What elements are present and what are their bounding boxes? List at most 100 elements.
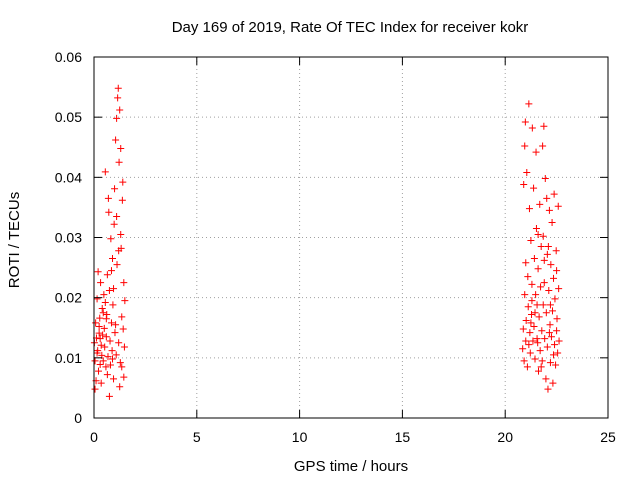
data-point — [543, 343, 551, 351]
data-point — [111, 329, 119, 337]
data-point — [105, 392, 113, 400]
data-point — [552, 361, 560, 369]
data-point — [519, 345, 527, 353]
data-point — [540, 279, 548, 287]
data-point — [530, 323, 538, 331]
data-point — [543, 250, 551, 258]
data-point — [524, 303, 532, 311]
data-point — [100, 291, 108, 299]
data-point — [546, 359, 554, 367]
data-point — [96, 360, 104, 368]
data-point — [535, 313, 543, 321]
data-point — [539, 142, 547, 150]
data-point — [544, 385, 552, 393]
data-point — [521, 118, 529, 126]
data-point — [120, 279, 128, 287]
y-tick-label: 0.04 — [55, 169, 82, 185]
data-point — [114, 94, 122, 102]
data-point — [91, 385, 99, 393]
data-point — [523, 169, 531, 177]
data-point — [538, 327, 546, 335]
data-point — [109, 255, 117, 263]
data-point — [554, 202, 562, 210]
data-point — [113, 114, 121, 122]
data-point — [99, 331, 107, 339]
data-point — [119, 325, 127, 333]
data-point — [105, 286, 113, 294]
data-point — [530, 184, 538, 192]
data-point — [111, 185, 119, 193]
data-point — [524, 273, 532, 281]
data-point — [534, 339, 542, 347]
data-point — [555, 285, 563, 293]
data-point — [102, 333, 110, 341]
data-point — [103, 271, 111, 279]
data-point — [534, 230, 542, 238]
data-point — [117, 230, 125, 238]
data-point — [96, 335, 104, 343]
data-point — [530, 255, 538, 263]
data-point — [526, 329, 534, 337]
data-point — [91, 357, 99, 365]
data-points — [90, 84, 563, 400]
data-point — [522, 317, 530, 325]
data-point — [96, 314, 104, 322]
data-point — [535, 367, 543, 375]
data-point — [115, 247, 123, 255]
data-point — [541, 175, 549, 183]
data-point — [528, 280, 536, 288]
data-point — [521, 142, 529, 150]
data-point — [97, 341, 105, 349]
data-point — [528, 124, 536, 132]
data-point — [543, 194, 551, 202]
grid-lines — [94, 57, 608, 418]
data-point — [520, 181, 528, 189]
data-point — [528, 311, 536, 319]
data-point — [549, 379, 557, 387]
data-point — [99, 309, 107, 317]
data-point — [545, 206, 553, 214]
y-tick-label: 0.01 — [55, 350, 82, 366]
data-point — [115, 339, 123, 347]
data-point — [522, 337, 530, 345]
data-point — [527, 319, 535, 327]
data-point — [532, 224, 540, 232]
data-point — [105, 208, 113, 216]
y-tick-label: 0 — [74, 410, 82, 426]
data-point — [99, 357, 107, 365]
axis-ticks: 0 0.01 0.02 0.03 0.04 0.05 0.06 0 5 10 15 20 25 — [55, 49, 616, 445]
data-point — [107, 235, 115, 243]
data-point — [103, 371, 111, 379]
data-point — [102, 315, 110, 323]
chart-title: Day 169 of 2019, Rate Of TEC Index for r… — [172, 19, 529, 36]
data-point — [520, 357, 528, 365]
data-point — [525, 341, 533, 349]
data-point — [98, 304, 106, 312]
data-point — [106, 337, 114, 345]
data-point — [101, 168, 109, 176]
data-point — [107, 267, 115, 275]
data-point — [536, 200, 544, 208]
data-point — [95, 367, 103, 375]
data-point — [110, 220, 118, 228]
data-point — [525, 100, 533, 108]
data-point — [97, 379, 105, 387]
x-tick-label: 25 — [600, 429, 616, 445]
data-point — [93, 349, 101, 357]
data-point — [529, 337, 537, 345]
data-point — [95, 329, 103, 337]
data-point — [532, 291, 540, 299]
y-tick-label: 0.02 — [55, 290, 82, 306]
data-point — [106, 361, 114, 369]
data-point — [112, 351, 120, 359]
data-point — [544, 243, 552, 251]
data-point — [118, 313, 126, 321]
data-point — [539, 232, 547, 240]
data-point — [116, 106, 124, 114]
data-point — [519, 325, 527, 333]
data-point — [537, 363, 545, 371]
data-point — [113, 261, 121, 269]
data-point — [110, 285, 118, 293]
data-point — [525, 205, 533, 213]
data-point — [531, 309, 539, 317]
